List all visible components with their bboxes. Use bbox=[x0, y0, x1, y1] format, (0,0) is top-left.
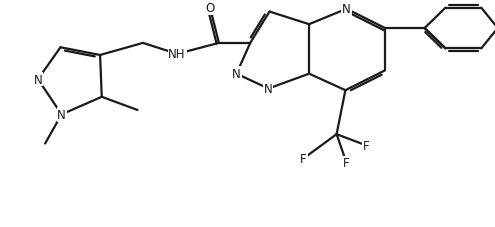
Text: N: N bbox=[34, 73, 43, 86]
Text: N: N bbox=[342, 3, 351, 16]
Text: N: N bbox=[57, 109, 66, 121]
Text: NH: NH bbox=[168, 48, 186, 61]
Text: O: O bbox=[205, 2, 215, 15]
Text: N: N bbox=[232, 68, 241, 81]
Text: F: F bbox=[362, 139, 369, 152]
Text: F: F bbox=[343, 157, 350, 170]
Text: N: N bbox=[264, 83, 273, 96]
Text: F: F bbox=[300, 152, 307, 165]
